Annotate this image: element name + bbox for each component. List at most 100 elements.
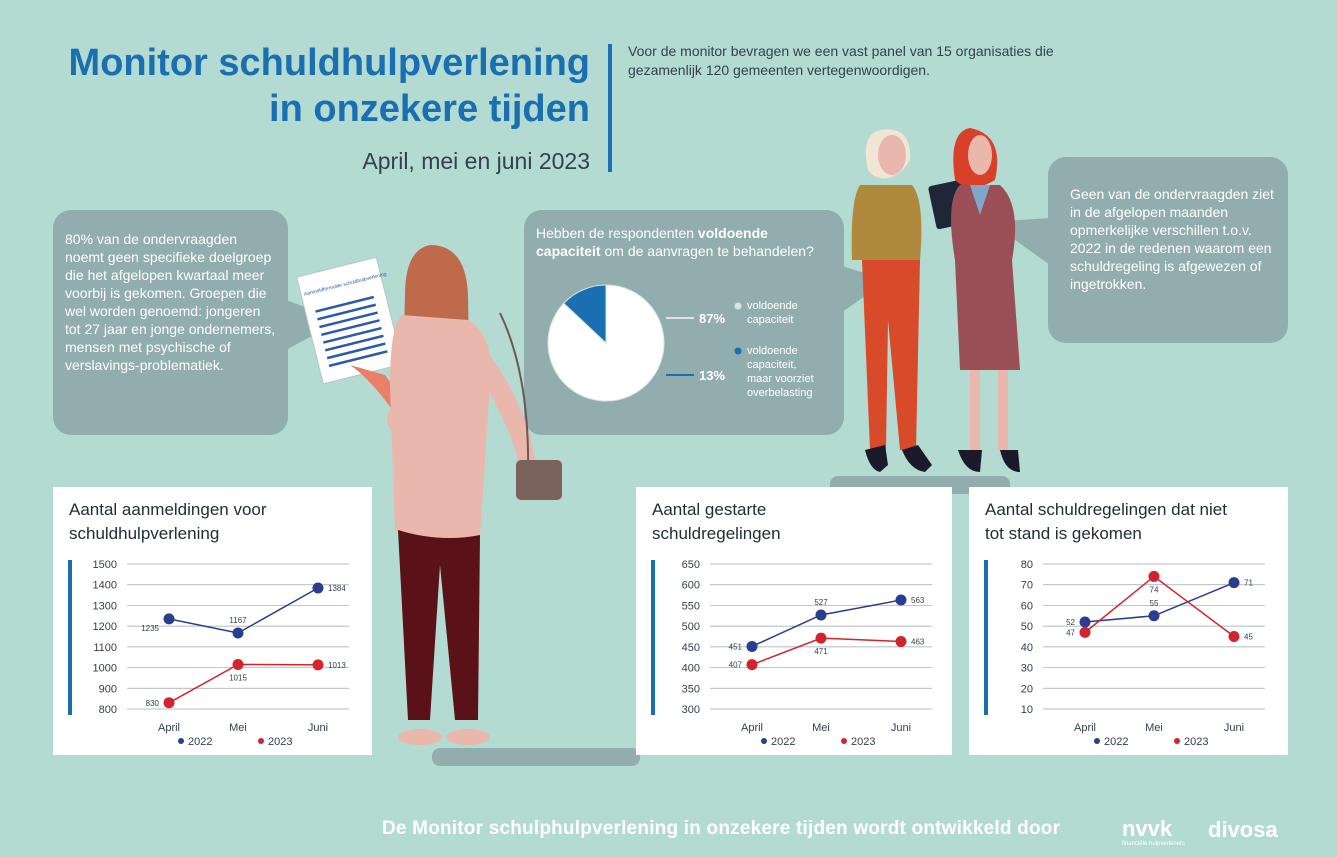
data-label-2023-0: 47 <box>1066 628 1075 637</box>
data-label-2022-0: 451 <box>729 642 743 651</box>
y-tick-label: 800 <box>99 704 117 716</box>
legend-label-2023: 2023 <box>268 736 292 748</box>
chart-title-line-0: Aantal schuldregelingen dat niet <box>985 500 1227 519</box>
two-women-illustration <box>851 128 1020 472</box>
intro-text: Voor de monitor bevragen we een vast pan… <box>628 43 1054 78</box>
chart-accent-bar <box>651 560 655 715</box>
nvvk-logo-subtitle: financiële hulpverleners <box>1122 841 1186 847</box>
pie-slice-1 <box>563 284 607 345</box>
pie-legend-dot-1 <box>734 347 742 355</box>
point-2023-2 <box>1228 631 1240 642</box>
legend-dot-2022 <box>1094 738 1100 744</box>
point-2022-0 <box>163 613 175 625</box>
legend-dot-2023 <box>1174 738 1180 744</box>
data-label-2022-1: 1167 <box>229 616 247 625</box>
x-tick-label: April <box>158 722 180 734</box>
legend-dot-2022 <box>761 738 767 744</box>
x-tick-label: Mei <box>812 722 830 734</box>
chart-accent-bar <box>68 560 72 715</box>
y-tick-label: 1000 <box>93 663 117 675</box>
point-2023-0 <box>1079 626 1091 638</box>
data-label-2023-0: 830 <box>146 699 160 708</box>
series-line-2022 <box>751 599 902 648</box>
chart-niet-tot-stand: Aantal schuldregelingen dat niet tot stan… <box>984 500 1265 748</box>
footer-text: De Monitor schulphulpverlening in onzeke… <box>382 818 1061 839</box>
legend-label-2022: 2022 <box>188 736 212 748</box>
header-divider <box>608 44 612 172</box>
y-tick-label: 50 <box>1021 621 1033 633</box>
x-tick-label: Juni <box>1224 722 1244 734</box>
legend-dot-2023 <box>841 738 847 744</box>
data-label-2022-1: 527 <box>814 598 828 607</box>
pedestal-left <box>432 748 640 766</box>
chart-title-line-0: Aantal gestarte <box>652 500 766 519</box>
data-label-2022-0: 52 <box>1066 618 1075 627</box>
chart-card-niet-tot-stand: Aantal schuldregelingen dat niet tot stan… <box>969 487 1288 755</box>
y-tick-label: 350 <box>682 683 700 695</box>
bubble-verschillen: Geen van de ondervraagden ziet in de afg… <box>1048 157 1288 343</box>
y-tick-label: 40 <box>1021 642 1033 654</box>
pie-legend-dot-0 <box>734 302 742 310</box>
pie-legend-label-0: voldoende capaciteit <box>747 300 798 326</box>
y-tick-label: 1400 <box>93 580 117 592</box>
y-tick-label: 10 <box>1021 704 1033 716</box>
title-line-2: in onzekere tijden <box>269 88 590 130</box>
chart-card-aanmeldingen: Aantal aanmeldingen voor schuldhulpverlen… <box>53 487 372 755</box>
bubble-doelgroep: 80% van de ondervraagden noemt geen spec… <box>53 210 288 435</box>
y-tick-label: 500 <box>682 621 700 633</box>
chart-title-line-0: Aantal aanmeldingen voor <box>69 500 267 519</box>
data-label-2022-2: 71 <box>1244 579 1253 588</box>
capaciteit-pie-chart: 87% 13% voldoende capaciteit voldoende capaci… <box>547 284 814 402</box>
point-2023-0 <box>746 659 758 671</box>
legend-label-2022: 2022 <box>771 736 795 748</box>
x-tick-label: April <box>1074 722 1096 734</box>
point-2022-0 <box>1079 616 1091 628</box>
y-tick-label: 400 <box>682 663 700 675</box>
chart-aanmeldingen: Aantal aanmeldingen voor schuldhulpverlen… <box>68 500 349 748</box>
data-label-2023-2: 1013 <box>328 661 346 670</box>
legend-label-2023: 2023 <box>851 736 875 748</box>
x-tick-label: April <box>741 722 763 734</box>
x-tick-label: Mei <box>229 722 247 734</box>
point-2023-2 <box>895 635 907 647</box>
chart-title-line-1: schuldhulpverlening <box>69 524 219 543</box>
y-tick-label: 1300 <box>93 600 117 612</box>
page-subtitle: April, mei en juni 2023 <box>362 148 590 174</box>
point-2022-2 <box>895 594 907 606</box>
y-tick-label: 650 <box>682 559 700 571</box>
data-label-2022-0: 1235 <box>141 624 159 633</box>
data-label-2022-2: 563 <box>911 596 925 605</box>
point-2022-1 <box>1148 610 1160 622</box>
capaciteit-question: Hebben de respondenten voldoende capacit… <box>536 225 814 259</box>
legend-dot-2023 <box>258 738 264 744</box>
x-tick-label: Mei <box>1145 722 1163 734</box>
y-tick-label: 60 <box>1021 600 1033 612</box>
y-tick-label: 80 <box>1021 559 1033 571</box>
point-2023-0 <box>163 697 175 709</box>
point-2023-1 <box>232 658 244 670</box>
pie-value-1: 13% <box>699 368 725 383</box>
y-tick-label: 300 <box>682 704 700 716</box>
point-2022-2 <box>312 582 324 594</box>
legend-label-2023: 2023 <box>1184 736 1208 748</box>
point-2022-1 <box>815 609 827 621</box>
point-2022-0 <box>746 640 758 652</box>
y-tick-label: 450 <box>682 642 700 654</box>
legend-dot-2022 <box>178 738 184 744</box>
data-label-2023-2: 45 <box>1244 633 1253 642</box>
point-2022-1 <box>232 627 244 639</box>
y-tick-label: 1100 <box>93 642 117 654</box>
data-label-2023-1: 74 <box>1150 585 1159 594</box>
y-tick-label: 600 <box>682 580 700 592</box>
pie-legend-label-1: voldoende capaciteit, maar voorziet overbel… <box>747 345 814 399</box>
woman-with-form-illustration: Aanmeldformulier schuldhulpverlening <box>296 245 562 745</box>
chart-gestarte: Aantal gestarte schuldregelingen 650 600 550… <box>651 500 932 748</box>
data-label-2023-1: 471 <box>814 647 828 656</box>
legend-label-2022: 2022 <box>1104 736 1128 748</box>
point-2022-2 <box>1228 577 1240 589</box>
pie-value-0: 87% <box>699 311 725 326</box>
y-tick-label: 70 <box>1021 580 1033 592</box>
x-tick-label: Juni <box>308 722 328 734</box>
point-2023-1 <box>815 632 827 644</box>
data-label-2022-1: 55 <box>1150 599 1159 608</box>
